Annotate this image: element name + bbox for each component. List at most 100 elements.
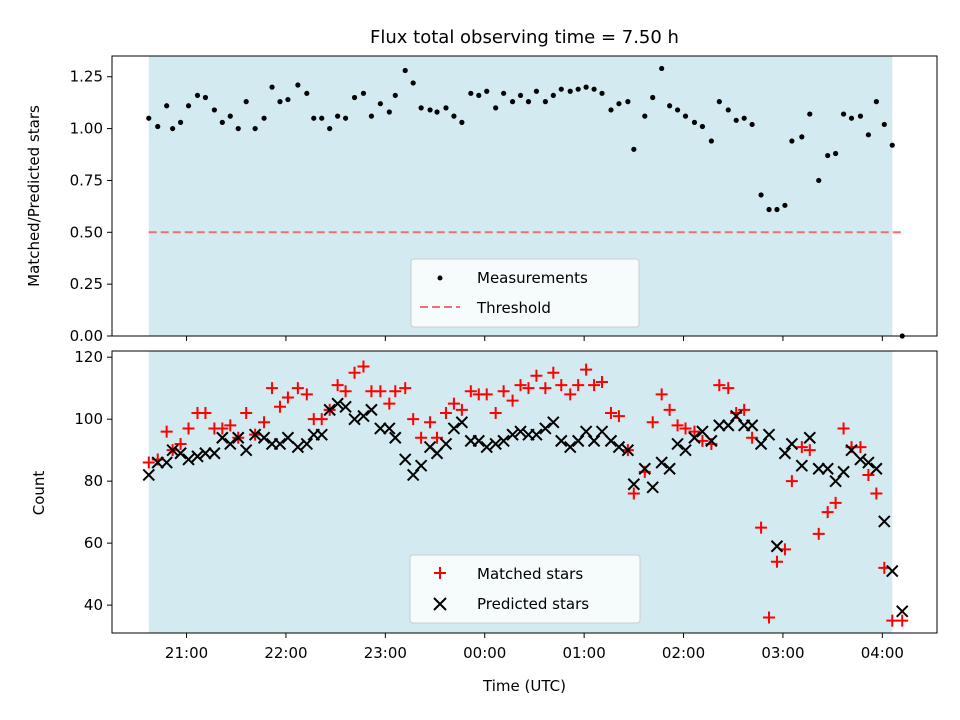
measurement-point bbox=[642, 113, 648, 119]
measurement-point bbox=[386, 109, 392, 115]
matched-star-point bbox=[870, 487, 883, 500]
count-x-tick-label: 02:00 bbox=[662, 644, 705, 662]
predicted-star-point bbox=[239, 443, 253, 457]
measurement-point bbox=[825, 152, 831, 159]
measurement-point bbox=[542, 99, 548, 105]
count-y-tick-label: 40 bbox=[84, 596, 103, 614]
predicted-star-point bbox=[489, 437, 502, 451]
predicted-star-point bbox=[663, 462, 676, 475]
matched-star-point bbox=[572, 379, 585, 392]
matched-star-point bbox=[522, 382, 535, 395]
matched-star-point bbox=[896, 614, 909, 627]
measurement-point bbox=[575, 86, 581, 92]
predicted-star-point bbox=[547, 416, 560, 429]
measurement-point bbox=[484, 88, 490, 94]
predicted-star-point bbox=[870, 462, 883, 475]
predicted-star-point bbox=[812, 462, 825, 475]
matched-star-point bbox=[604, 406, 617, 419]
predicted-star-point bbox=[705, 434, 718, 448]
measurement-point bbox=[277, 99, 283, 105]
measurement-point bbox=[194, 92, 201, 99]
matched-star-point bbox=[291, 382, 304, 395]
matched-star-point bbox=[174, 437, 187, 450]
matched-star-point bbox=[514, 379, 527, 392]
measurement-point bbox=[459, 119, 465, 125]
predicted-star-point bbox=[896, 605, 909, 618]
predicted-star-point bbox=[655, 456, 668, 469]
matched-star-point bbox=[564, 388, 577, 401]
matched-star-point bbox=[795, 441, 808, 454]
predicted-star-point bbox=[530, 428, 543, 441]
measurement-point bbox=[377, 101, 383, 107]
matched-star-point bbox=[738, 403, 751, 416]
matched-star-point bbox=[821, 506, 834, 519]
matched-star-point bbox=[281, 391, 294, 404]
predicted-star-point bbox=[688, 431, 701, 444]
matched-star-point bbox=[424, 416, 437, 429]
measurement-point bbox=[517, 92, 524, 99]
matched-star-point bbox=[837, 422, 850, 435]
predicted-star-point bbox=[291, 440, 305, 454]
predicted-star-point bbox=[383, 422, 396, 435]
matched-star-point bbox=[812, 527, 825, 540]
measurement-point bbox=[558, 86, 564, 92]
matched-star-point bbox=[216, 422, 229, 435]
matched-star-point bbox=[199, 406, 212, 419]
count-x-ticks: 21:00 22:00 23:00 00:00 01:00 02:00 03:00 04:00 bbox=[165, 633, 904, 662]
measurement-point bbox=[227, 113, 233, 119]
predicted-star-point bbox=[745, 419, 759, 432]
matched-star-point bbox=[530, 369, 543, 382]
count-y-tick-label: 60 bbox=[84, 534, 103, 552]
matched-star-point bbox=[315, 413, 328, 426]
measurement-point bbox=[865, 132, 872, 138]
measurement-point bbox=[164, 103, 170, 109]
matched-star-point bbox=[506, 394, 519, 407]
matched-star-point bbox=[266, 382, 279, 395]
ratio-y-tick-label: 0.25 bbox=[70, 275, 103, 293]
measurement-point bbox=[392, 92, 398, 99]
measurement-point bbox=[782, 202, 788, 208]
matched-star-point bbox=[829, 496, 842, 509]
predicted-star-point bbox=[497, 434, 510, 448]
matched-star-point bbox=[357, 360, 370, 373]
predicted-star-point bbox=[257, 431, 271, 444]
matched-star-point bbox=[142, 456, 155, 469]
predicted-star-point bbox=[878, 515, 891, 528]
matched-star-point bbox=[464, 385, 477, 398]
count-x-tick-label: 22:00 bbox=[264, 644, 307, 662]
count-y-axis-label: Count bbox=[30, 471, 48, 516]
measurement-point bbox=[733, 117, 739, 123]
matched-star-point bbox=[785, 475, 798, 488]
predicted-star-point bbox=[389, 431, 402, 444]
matched-star-point bbox=[407, 413, 420, 426]
measurement-point bbox=[840, 111, 847, 117]
measurement-points bbox=[146, 65, 905, 339]
matched-star-point bbox=[588, 379, 601, 392]
measurement-point bbox=[749, 121, 755, 128]
measurement-point bbox=[766, 206, 772, 213]
measurement-point bbox=[716, 99, 722, 105]
measurement-point bbox=[434, 109, 440, 115]
predicted-star-point bbox=[770, 540, 784, 553]
matched-star-point bbox=[415, 431, 428, 444]
measurement-point bbox=[774, 206, 780, 213]
ratio-legend-box bbox=[410, 258, 640, 328]
count-y-tick-label: 80 bbox=[84, 472, 103, 490]
measurement-point bbox=[493, 105, 499, 111]
measurement-point bbox=[311, 115, 317, 121]
measurement-point bbox=[360, 90, 367, 96]
measurement-point bbox=[889, 142, 895, 148]
measurement-point bbox=[261, 115, 267, 121]
matched-star-point bbox=[431, 431, 444, 444]
count-legend-box bbox=[409, 554, 641, 624]
predicted-star-point bbox=[339, 400, 352, 413]
measurement-point bbox=[848, 115, 855, 121]
predicted-star-point bbox=[357, 409, 370, 423]
measurement-point bbox=[833, 150, 839, 157]
predicted-star-point bbox=[374, 422, 387, 435]
matched-star-point bbox=[224, 419, 237, 432]
measurement-point bbox=[857, 113, 864, 119]
measurement-point bbox=[699, 123, 706, 130]
measurement-point bbox=[295, 82, 301, 88]
measurement-point bbox=[418, 105, 424, 111]
